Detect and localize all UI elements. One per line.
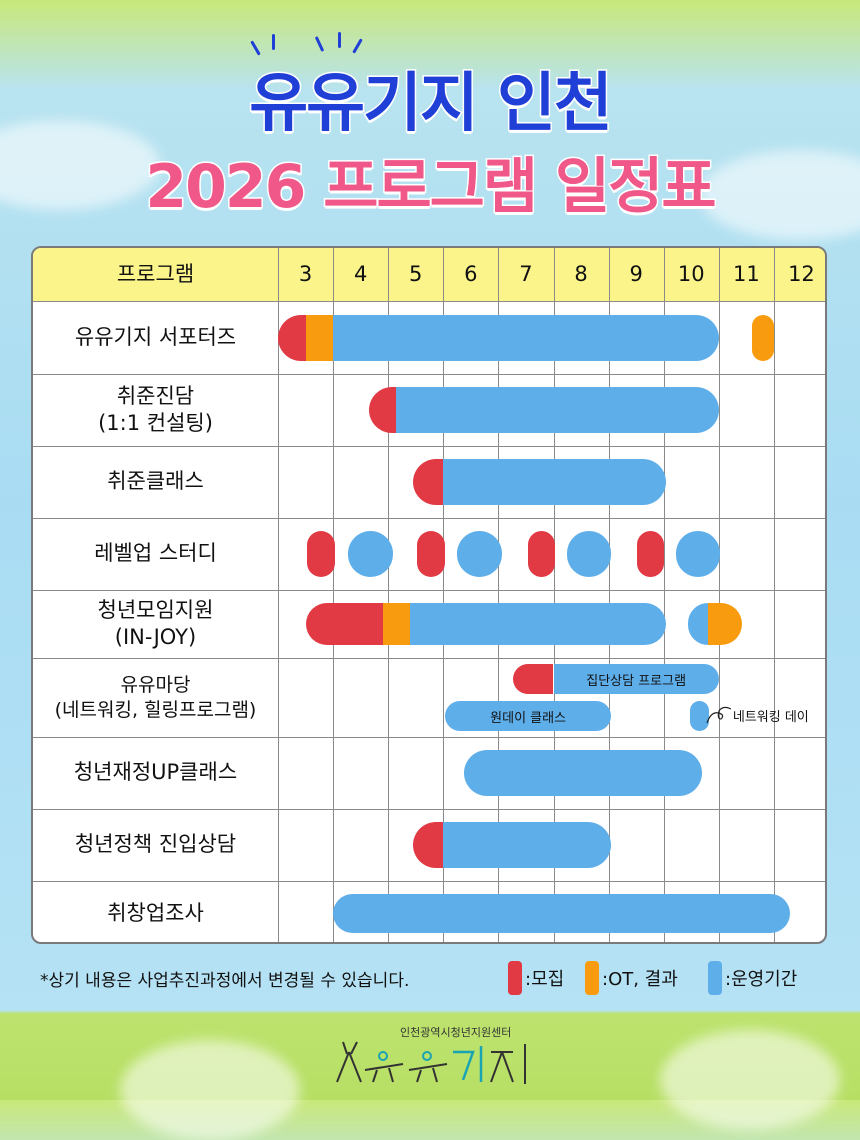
curl-arrow-icon (706, 706, 731, 724)
bar-recruit (412, 822, 444, 868)
bar-operate (333, 894, 791, 933)
bar-operate (567, 531, 612, 577)
month-label: 4 (353, 261, 368, 286)
cloud (700, 150, 860, 240)
grid-line (33, 658, 825, 659)
bar-operate (333, 314, 719, 361)
legend-label: :모집 (525, 969, 565, 990)
program-label: 레벨업 스터디 (94, 541, 217, 566)
table-header (33, 248, 825, 301)
bar-recruit (305, 603, 383, 645)
legend-swatch (508, 961, 522, 995)
grid-line (33, 590, 825, 591)
bar-ot (382, 603, 411, 645)
bar-ot (751, 314, 774, 361)
legend-ot: :OT, 결과 (585, 960, 678, 996)
month-label: 11 (732, 261, 760, 286)
month-label: 8 (574, 261, 588, 286)
grid-line (33, 737, 825, 738)
cloud (120, 1040, 300, 1140)
legend-operate: :운영기간 (708, 960, 797, 996)
bar-recruit (307, 531, 335, 577)
month-label: 5 (409, 261, 423, 286)
program-label: 청년정책 진입상담 (74, 832, 237, 857)
bar-operate (347, 531, 393, 577)
program-label: 취준클래스 (107, 469, 204, 494)
sparkle-icon (338, 32, 341, 48)
month-label: 9 (629, 261, 643, 286)
grid-line (718, 248, 720, 942)
title-line2: 2026 프로그램 일정표 (144, 151, 718, 224)
grid-line (663, 248, 665, 942)
bar-recruit (637, 531, 664, 577)
bar-operate (688, 603, 708, 645)
grid-line (33, 374, 825, 375)
grid-line (333, 248, 335, 942)
grid-line (773, 248, 775, 942)
bar-operate (396, 387, 719, 433)
bar-operate (675, 531, 720, 577)
bar-operate: 집단상담 프로그램 (553, 664, 719, 694)
program-label: 유유기지 서포터즈 (74, 324, 237, 349)
grid-line (278, 248, 279, 942)
bar-recruit (368, 387, 397, 433)
grid-line (33, 881, 825, 882)
grid-line (498, 248, 500, 942)
cloud (660, 1030, 840, 1130)
month-label: 6 (464, 261, 478, 286)
title-line1: 유유기지 인천 (248, 66, 615, 143)
grid-line (33, 446, 825, 447)
grid-line (608, 248, 610, 942)
grid-line (553, 248, 555, 942)
program-label: 청년모임지원 (IN-JOY) (97, 597, 214, 649)
bar-recruit (513, 664, 554, 694)
month-label: 12 (788, 261, 815, 286)
legend-label: :운영기간 (725, 969, 798, 990)
grid-line (388, 248, 390, 942)
legend-swatch (585, 961, 599, 995)
bar-recruit (527, 531, 556, 577)
bar-operate (443, 822, 612, 868)
month-label: 3 (298, 261, 313, 286)
sparkle-icon (272, 34, 275, 50)
org-name: 인천광역시청년지원센터 (400, 1026, 512, 1039)
grid-line (33, 518, 825, 519)
program-label: 취창업조사 (107, 900, 204, 925)
grid-line (33, 301, 825, 302)
bar-operate: 원데이 클래스 (444, 701, 612, 731)
logo (336, 1041, 526, 1084)
month-label: 7 (519, 261, 533, 286)
bar-ot (305, 314, 334, 361)
cloud (0, 120, 160, 210)
bar-operate (690, 701, 709, 731)
bar-operate (410, 603, 667, 645)
legend-label: :OT, 결과 (602, 969, 678, 990)
grid-line (33, 809, 825, 810)
program-label: 청년재정UP클래스 (73, 760, 238, 785)
annotation-networking-day: 네트워킹 데이 (732, 709, 809, 725)
bar-ot (707, 603, 742, 645)
row-header-label: 프로그램 (116, 261, 195, 286)
bar-recruit (417, 531, 445, 577)
bar-operate (443, 459, 667, 505)
bar-operate (457, 531, 503, 577)
sparkle-icon (314, 36, 325, 52)
grid-line (443, 248, 445, 942)
month-label: 10 (677, 261, 705, 286)
bar-recruit (412, 459, 444, 505)
program-label: 취준진담 (1:1 컨설팅) (98, 383, 213, 435)
legend-recruit: :모집 (508, 960, 564, 996)
legend-swatch (708, 961, 722, 995)
footnote: *상기 내용은 사업추진과정에서 변경될 수 있습니다. (40, 971, 410, 991)
bar-operate (464, 750, 703, 796)
program-label: 유유마당 (네트워킹, 힐링프로그램) (54, 673, 257, 721)
bar-recruit (278, 314, 306, 361)
